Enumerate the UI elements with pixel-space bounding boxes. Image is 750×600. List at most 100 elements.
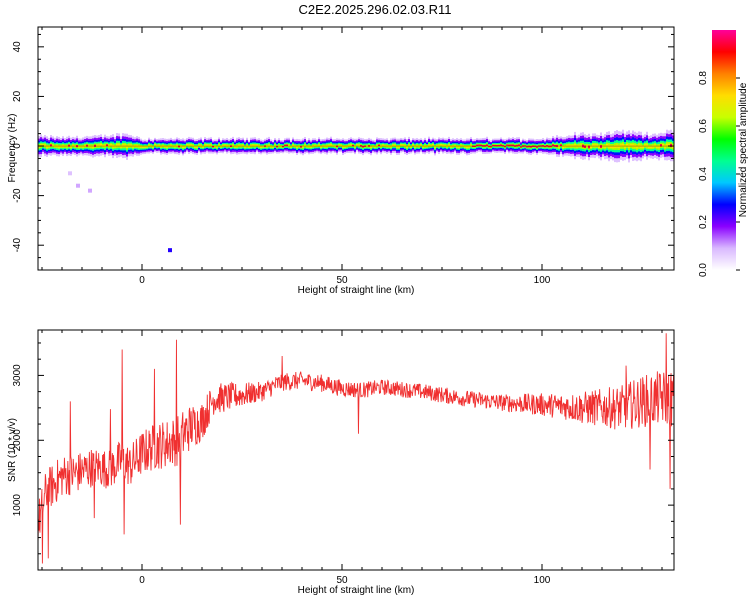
spectrogram-cell [652,145,654,148]
spectrogram-cell [274,144,276,146]
spectrogram-cell [194,146,196,148]
spectrogram-cell [480,144,482,146]
y-tick-label: -20 [12,188,23,203]
colorbar-ticks: 0.0 0.2 0.4 0.6 0.8 [698,71,740,277]
snr-axes: 0 50 100 1000 2000 3000 [12,330,674,586]
spectrogram-cell [272,146,274,148]
spectrogram-cell [330,144,332,146]
spectrogram-cell [292,144,294,147]
spectrogram-cell [198,144,200,147]
spectrogram-cell [592,144,594,147]
spectrogram-cell [574,144,576,147]
spectrogram-cell [620,144,622,148]
spectrogram-cell [148,144,150,147]
spectrogram-cell [128,144,130,147]
spectrogram-cell [152,146,154,148]
spectrogram-cell [564,145,566,148]
spectrogram-cell [374,146,376,148]
spectrogram-cell [610,145,612,148]
spectrogram-cell [402,144,404,146]
spectrogram-cell [516,144,518,147]
spectrogram-cell [408,144,410,147]
spectrogram-cell [344,145,346,148]
spectrogram-cell [124,144,126,147]
spectrogram-layer [38,129,674,253]
spectrogram-cell [80,145,82,148]
spectrogram-cell [392,144,394,147]
spectrogram-cell [670,143,672,148]
spectrogram-x-axis-label: Height of straight line (km) [298,285,415,296]
spectrogram-cell [492,144,494,147]
spectrogram-cell [116,144,118,147]
spectrogram-cell [90,145,92,148]
spectrogram-cell [262,146,264,148]
spectrogram-y-axis-label: Frequency (Hz) [7,114,18,183]
y-tick-label: 1000 [12,494,23,517]
spectrogram-cell [476,144,478,147]
spectrogram-cell [218,144,220,146]
colorbar-tick-label: 0.4 [698,167,709,181]
spectrogram-cell [530,146,532,148]
spectrogram-outlier [76,183,80,188]
spectrogram-cell [488,145,490,148]
spectrogram-cell [244,146,246,148]
spectrogram-cell [650,145,652,148]
spectrogram-cell [252,144,254,147]
spectrogram-outlier [88,188,92,193]
spectrogram-cell [420,144,422,146]
spectrogram-cell [432,144,434,146]
spectrogram-cell [118,144,120,147]
spectrogram-cell [98,144,100,147]
spectrogram-cell [562,145,564,148]
x-tick-label: 50 [336,575,348,586]
spectrogram-cell [426,145,428,148]
spectrogram-cell [92,145,94,148]
spectrogram-cell [154,144,156,146]
spectrogram-cell [512,144,514,147]
x-tick-label: 100 [534,275,551,286]
spectrogram-cell [636,145,638,149]
spectrogram-cell [190,144,192,147]
spectrogram-cell [260,146,262,148]
spectrogram-cell [362,145,364,148]
spectrogram-cell [340,144,342,147]
spectrogram-cell [388,145,390,147]
spectrogram-cell [606,144,608,147]
spectrogram-cell [210,144,212,147]
spectrogram-cell [290,146,292,148]
spectrogram-cell [664,145,666,148]
spectrogram-cell [130,144,132,147]
spectrogram-cell [82,145,84,148]
spectrogram-cell [440,144,442,146]
spectrogram-cell [466,146,468,148]
spectrogram-cell [178,145,180,148]
spectrogram-cell [358,144,360,147]
spectrogram-cell [468,146,470,148]
spectrogram-cell [354,145,356,148]
spectrogram-cell [536,146,538,148]
spectrogram-cell [282,146,284,148]
spectrogram-cell [486,144,488,147]
snr-panel: 0 50 100 1000 2000 3000 Height of straight li… [7,329,675,596]
spectrogram-cell [144,146,146,148]
colorbar-tick-label: 0.0 [698,263,709,277]
spectrogram-cell [498,144,500,147]
spectrogram-cell [594,144,596,147]
spectrogram-cell [352,144,354,147]
spectrogram-cell [114,145,116,148]
spectrogram-cell [70,145,72,148]
spectrogram-cell [320,146,322,148]
x-tick-label: 50 [336,275,348,286]
spectrogram-cell [626,143,628,147]
spectrogram-cell [428,144,430,147]
spectrogram-cell [284,144,286,146]
spectrogram-cell [494,144,496,147]
spectrogram-cell [528,145,530,148]
spectrogram-cell [630,144,632,147]
spectrogram-cell [614,145,616,149]
spectrogram-cell [286,144,288,146]
spectrogram-cell [182,146,184,148]
spectrogram-cell [506,144,508,146]
spectrogram-cell [590,145,592,148]
